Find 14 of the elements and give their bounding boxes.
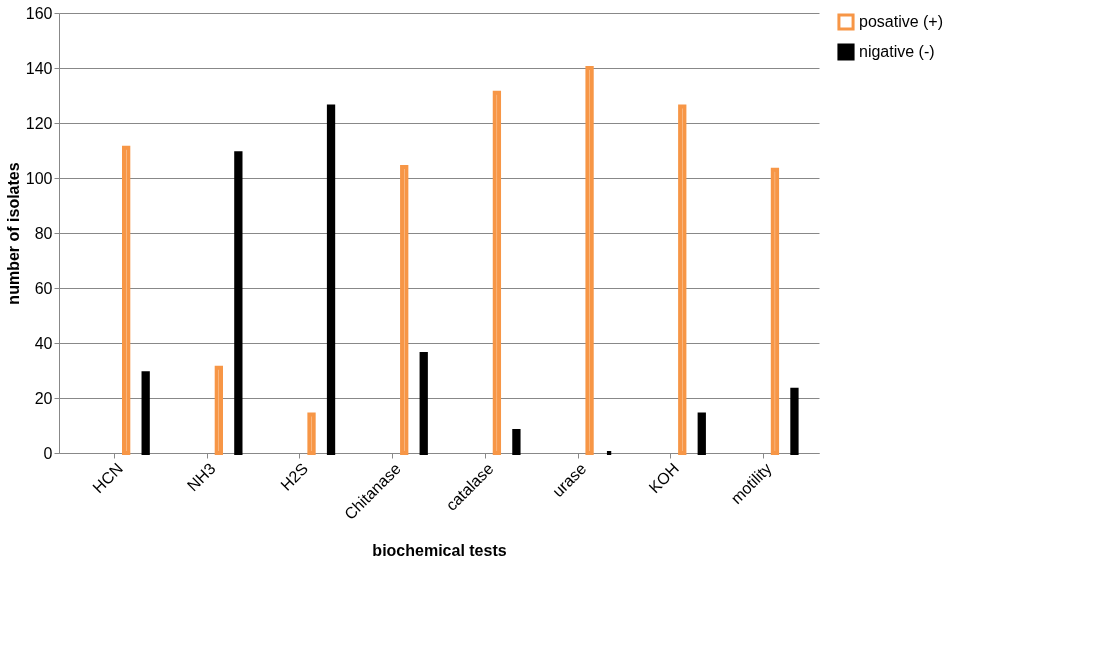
y-tick-label: 140	[25, 59, 53, 77]
legend-label: nigative (-)	[859, 43, 935, 60]
y-tick-label: 160	[25, 4, 53, 22]
y-tick-label: 120	[25, 114, 53, 132]
y-tick-label: 100	[25, 169, 53, 187]
y-tick-label: 40	[34, 334, 53, 352]
y-axis-title: number of isolates	[4, 162, 22, 305]
y-tick-label: 80	[34, 224, 53, 242]
legend-label: posative (+)	[859, 13, 944, 30]
y-tick-label: 20	[34, 389, 53, 407]
x-axis-title: biochemical tests	[372, 541, 507, 559]
x-tick-label: NH3	[183, 459, 219, 495]
y-tick-label: 60	[34, 279, 53, 297]
y-tick-label: 0	[43, 444, 53, 462]
